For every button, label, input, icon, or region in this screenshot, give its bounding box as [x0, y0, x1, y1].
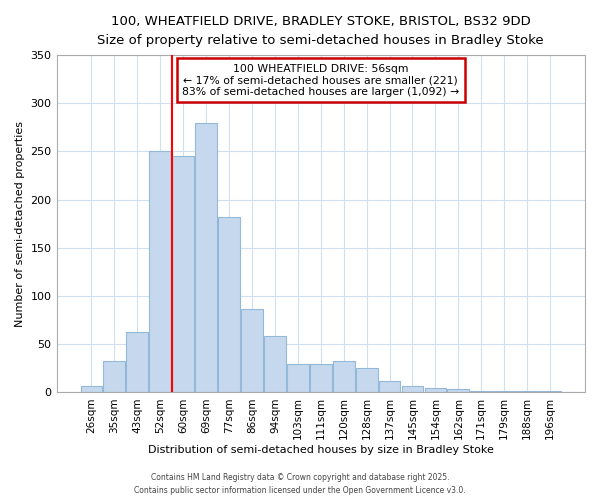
Bar — [356, 368, 377, 392]
Bar — [425, 388, 446, 392]
Bar — [149, 152, 171, 392]
Bar — [241, 308, 263, 392]
Text: Contains HM Land Registry data © Crown copyright and database right 2025.
Contai: Contains HM Land Registry data © Crown c… — [134, 474, 466, 495]
Bar — [80, 386, 103, 392]
Bar — [379, 381, 400, 392]
Bar — [195, 122, 217, 392]
Bar — [127, 332, 148, 392]
Bar — [448, 388, 469, 392]
Bar — [287, 364, 309, 392]
Bar — [401, 386, 424, 392]
Bar — [103, 360, 125, 392]
X-axis label: Distribution of semi-detached houses by size in Bradley Stoke: Distribution of semi-detached houses by … — [148, 445, 494, 455]
Bar — [310, 364, 332, 392]
Bar — [333, 360, 355, 392]
Bar — [218, 217, 240, 392]
Bar — [264, 336, 286, 392]
Y-axis label: Number of semi-detached properties: Number of semi-detached properties — [15, 121, 25, 327]
Title: 100, WHEATFIELD DRIVE, BRADLEY STOKE, BRISTOL, BS32 9DD
Size of property relativ: 100, WHEATFIELD DRIVE, BRADLEY STOKE, BR… — [97, 15, 544, 47]
Bar — [470, 390, 492, 392]
Bar — [172, 156, 194, 392]
Text: 100 WHEATFIELD DRIVE: 56sqm
← 17% of semi-detached houses are smaller (221)
83% : 100 WHEATFIELD DRIVE: 56sqm ← 17% of sem… — [182, 64, 460, 96]
